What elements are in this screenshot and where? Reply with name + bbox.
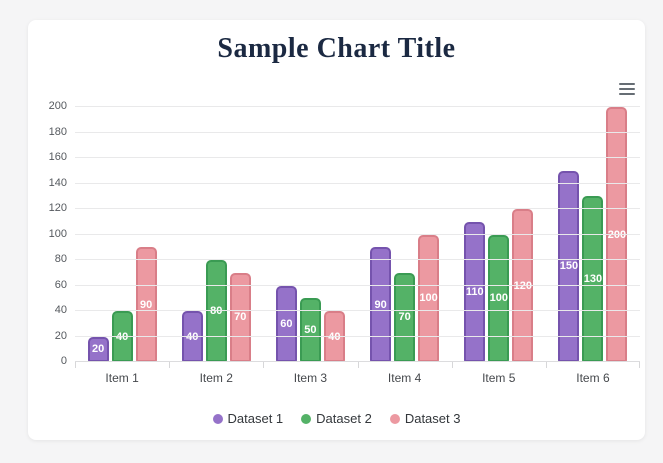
bar-value-label: 40 [115,330,129,343]
gridline-y-80: 80 [55,253,640,265]
bar-value-label: 90 [139,298,153,311]
bar-value-label: 40 [328,330,341,343]
bar-value-label: 200 [607,228,627,241]
bar-dataset-3-item-1[interactable]: 90 [135,247,157,362]
chart-legend: Dataset 1 Dataset 2 Dataset 3 [28,411,645,426]
x-axis-tick [545,362,547,368]
x-axis-tick [357,362,359,368]
gridline-y-100: 100 [49,228,640,240]
x-axis-label-item-2: Item 2 [199,371,233,385]
bar-group-item-3: 60 50 40 [263,107,357,362]
y-axis-tick-label: 140 [48,176,67,189]
x-axis-tick [75,362,76,368]
bar-group-item-4: 90 70 100 [358,107,452,362]
bar-group-item-1: 20 40 90 [75,107,169,362]
legend-label: Dataset 2 [316,411,372,426]
menu-icon-line [619,93,635,95]
legend-item-dataset-3[interactable]: Dataset 3 [389,411,461,426]
bar-value-label: 70 [398,311,411,324]
legend-label: Dataset 3 [404,411,461,426]
gridline-y-20: 20 [55,330,640,342]
bar-value-label: 100 [489,292,508,305]
bar-group-item-2: 40 80 70 [169,107,263,362]
y-axis-tick-label: 120 [48,202,67,214]
bar-value-label: 60 [280,317,293,330]
gridline-y-160: 160 [49,151,640,163]
gridline-y-180: 180 [49,126,640,138]
y-axis-tick-label: 80 [54,253,67,265]
y-axis-tick-label: 60 [54,278,67,291]
bar-dataset-3-item-6[interactable]: 200 [606,107,628,362]
bar-dataset-2-item-2[interactable]: 80 [205,260,227,362]
y-axis-tick-label: 100 [48,227,67,240]
bar-groups: 20 40 90 40 80 70 60 50 40 90 70 100 110 100 120 150 130… [75,107,640,362]
bar-value-label: 120 [513,279,532,292]
legend-item-dataset-1[interactable]: Dataset 1 [212,411,284,426]
bar-value-label: 20 [91,343,105,356]
bar-value-label: 110 [465,285,484,298]
bar-group-item-6: 150 130 200 [546,107,640,362]
y-axis-tick-label: 40 [54,304,67,316]
x-axis-tick [451,362,453,368]
y-axis-tick-label: 0 [60,355,67,367]
menu-icon[interactable] [616,80,638,98]
x-axis-label-item-3: Item 3 [293,371,328,385]
x-axis-label-item-1: Item 1 [105,371,139,385]
bar-dataset-2-item-5[interactable]: 100 [488,234,510,362]
y-axis-tick-label: 200 [48,100,67,112]
y-axis-tick-label: 160 [48,151,67,163]
gridline-y-140: 140 [49,177,640,189]
gridline-y-200: 200 [49,100,640,112]
x-axis-label-item-4: Item 4 [387,371,422,385]
bar-dataset-1-item-6[interactable]: 150 [558,170,580,362]
gridline-y-60: 60 [55,279,640,291]
bar-dataset-3-item-4[interactable]: 100 [418,234,440,362]
bar-value-label: 150 [559,260,579,273]
x-axis-label-item-5: Item 5 [482,371,516,385]
menu-icon-line [619,88,635,90]
gridline-y-0: 0 [61,355,640,367]
legend-marker-icon [389,413,400,424]
plot-area: 20 40 90 40 80 70 60 50 40 90 70 100 110 100 120 150 130… [49,100,640,368]
bar-dataset-1-item-1[interactable]: 20 [87,336,109,362]
bar-dataset-2-item-4[interactable]: 70 [394,272,416,362]
y-axis-tick-label: 20 [54,329,67,342]
bar-value-label: 80 [210,305,223,317]
x-axis-tick [639,362,640,368]
bar-value-label: 130 [583,273,603,286]
x-axis-tick [169,362,171,368]
bar-value-label: 90 [374,298,387,311]
menu-icon-line [619,83,635,85]
chart-card: Sample Chart Title 20 40 90 40 80 70 60 50 40 90 7… [28,20,645,440]
bar-dataset-2-item-1[interactable]: 40 [111,311,133,362]
gridline-y-120: 120 [49,202,640,214]
x-axis-tick [263,362,265,368]
bar-value-label: 50 [304,324,317,337]
chart-title: Sample Chart Title [217,33,456,64]
bar-dataset-3-item-5[interactable]: 120 [512,209,534,362]
legend-marker-icon [301,413,312,424]
bar-value-label: 100 [419,292,438,305]
bar-dataset-1-item-2[interactable]: 40 [181,311,203,362]
bar-dataset-2-item-3[interactable]: 50 [299,298,321,362]
bar-value-label: 40 [186,330,199,343]
bar-dataset-1-item-5[interactable]: 110 [464,221,486,362]
legend-label: Dataset 1 [227,411,284,426]
bar-group-item-5: 110 100 120 [452,107,546,362]
gridline-y-40: 40 [55,304,640,316]
bar-dataset-1-item-3[interactable]: 60 [275,285,297,362]
bar-dataset-3-item-2[interactable]: 70 [229,272,251,362]
bar-dataset-1-item-4[interactable]: 90 [370,247,392,362]
legend-item-dataset-2[interactable]: Dataset 2 [301,411,372,426]
x-axis-labels: Item 1 Item 2 Item 3 Item 4 Item 5 Item 6 [75,371,640,385]
bar-dataset-3-item-3[interactable]: 40 [323,311,345,362]
legend-marker-icon [212,413,223,424]
x-axis-label-item-6: Item 6 [576,371,610,385]
bar-dataset-2-item-6[interactable]: 130 [582,196,604,362]
y-axis-tick-label: 180 [48,125,67,138]
bar-value-label: 70 [234,311,247,324]
